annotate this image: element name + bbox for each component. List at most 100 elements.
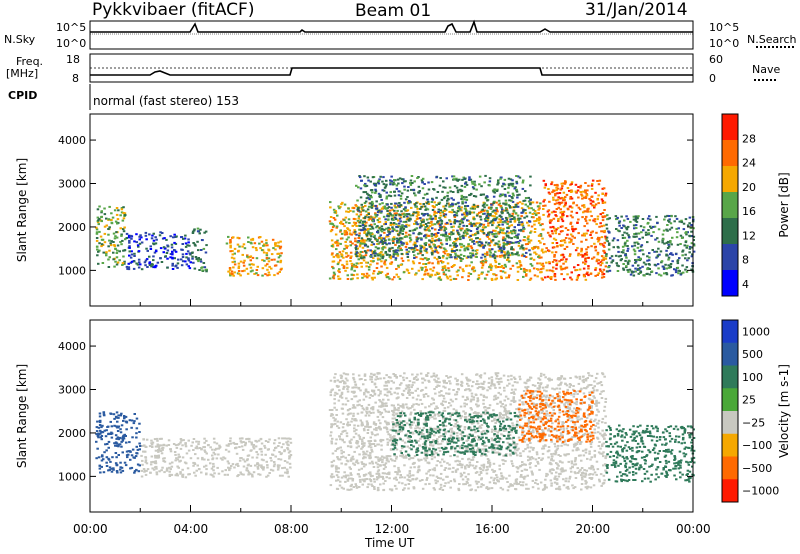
data-cell [369,436,372,439]
data-cell [110,425,114,428]
data-cell [332,267,335,270]
data-cell [376,247,380,250]
data-cell [344,244,348,247]
data-cell [570,197,574,200]
data-cell [388,231,392,234]
data-cell [173,451,177,453]
data-cell [267,260,271,263]
data-cell [414,427,417,430]
data-cell [523,416,527,418]
data-cell [361,446,364,449]
data-cell [579,191,582,193]
data-cell [529,184,532,187]
data-cell [460,184,464,187]
data-cell [266,274,269,277]
data-cell [144,234,148,237]
data-cell [276,260,280,263]
data-cell [654,238,657,241]
data-cell [181,260,185,263]
data-cell [563,241,567,244]
data-cell [432,402,436,405]
data-cell [456,229,459,232]
data-cell [274,447,277,449]
data-cell [479,223,482,226]
data-cell [377,182,381,185]
data-cell [347,236,350,239]
data-cell [531,448,535,451]
data-cell [488,231,491,234]
data-cell [233,442,237,445]
data-cell [122,437,126,440]
data-cell [360,179,363,182]
data-cell [369,202,372,205]
data-cell [353,380,357,383]
data-cell [367,218,371,221]
data-cell [439,260,443,263]
data-cell [133,255,136,257]
data-cell [209,462,212,465]
data-cell [590,187,594,190]
data-cell [387,376,391,379]
data-cell [426,208,430,211]
data-cell [359,250,363,253]
data-cell [601,273,604,276]
data-cell [553,255,556,258]
data-cell [474,224,477,227]
data-cell [115,463,119,466]
data-cell [187,449,191,452]
data-cell [355,213,359,216]
data-cell [563,239,566,242]
data-cell [637,264,640,267]
data-cell [138,422,141,425]
data-cell [412,262,416,265]
data-cell [462,176,465,179]
data-cell [231,253,234,256]
data-cell [109,460,112,463]
data-cell [399,195,403,197]
data-cell [118,250,121,253]
data-cell [272,247,275,250]
data-cell [509,220,512,223]
data-cell [679,273,683,276]
data-cell [506,240,509,243]
data-cell [251,269,254,272]
data-cell [450,265,454,268]
data-cell [507,260,511,263]
data-cell [407,186,410,188]
data-cell [474,465,478,468]
data-cell [507,236,511,239]
data-cell [418,479,422,482]
data-cell [481,230,484,233]
data-cell [568,475,572,478]
data-cell [334,233,338,236]
data-cell [467,458,470,461]
data-cell [487,224,490,227]
data-cell [236,243,240,246]
data-cell [633,250,637,253]
data-cell [462,224,465,227]
data-cell [116,244,120,247]
data-cell [618,230,621,233]
data-cell [641,249,644,252]
data-cell [123,417,126,420]
data-cell [196,457,200,460]
data-cell [489,387,492,390]
noise-strip-frame [89,20,694,50]
data-cell [114,462,118,465]
data-cell [482,203,486,206]
data-cell [521,429,524,432]
data-cell [283,450,286,453]
data-cell [392,223,395,226]
data-cell [229,274,232,277]
data-cell [198,232,201,235]
data-cell [510,230,513,233]
data-cell [368,239,371,242]
data-cell [181,468,184,471]
data-cell [663,242,666,245]
data-cell [267,448,270,451]
data-cell [666,224,669,226]
data-cell [159,231,162,234]
data-cell [495,474,498,477]
data-cell [480,261,483,264]
data-cell [483,252,487,255]
